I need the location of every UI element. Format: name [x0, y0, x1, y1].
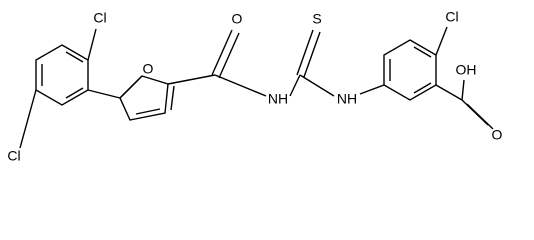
atom-label: OH	[456, 62, 477, 78]
structure: Cl Cl O O NH S NH Cl OH O	[7, 9, 503, 164]
atom-label: O	[232, 11, 243, 27]
atom-label: Cl	[445, 9, 458, 25]
atom-label: O	[492, 127, 503, 143]
atom-label: S	[312, 11, 321, 27]
atom-label: Cl	[93, 10, 106, 26]
atom-label: NH	[268, 91, 288, 107]
atom-label: NH	[337, 91, 357, 107]
atom-label: Cl	[7, 148, 20, 164]
atom-label: O	[143, 61, 154, 77]
bonds	[19, 26, 494, 149]
